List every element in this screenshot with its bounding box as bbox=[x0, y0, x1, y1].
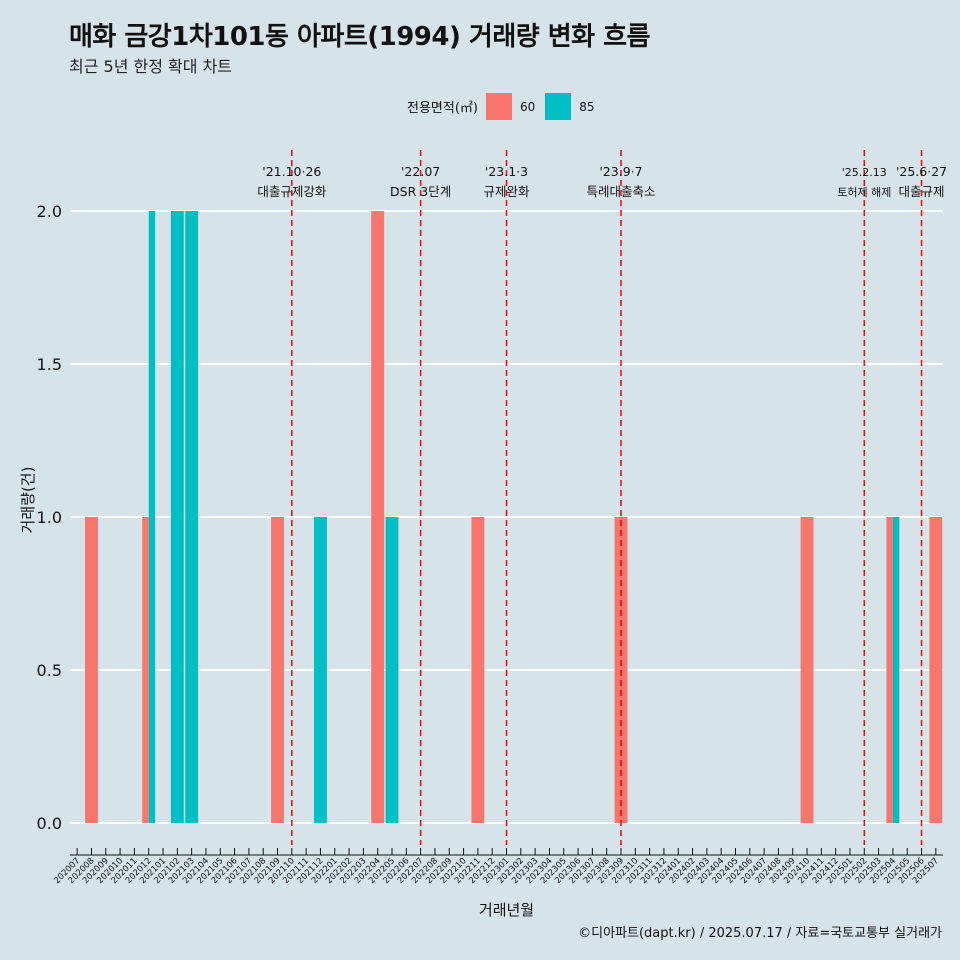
bar-60-202008 bbox=[85, 517, 98, 823]
bar-60-202410 bbox=[800, 517, 814, 823]
bar-60-202504 bbox=[886, 517, 893, 823]
annotation-date: '23.1·3 bbox=[485, 164, 528, 179]
y-tick-label: 0.5 bbox=[37, 661, 62, 680]
legend-label-85: 85 bbox=[579, 99, 595, 114]
bar-60-202012 bbox=[142, 517, 149, 823]
bar-85-202112 bbox=[314, 517, 327, 823]
y-axis-title: 거래량(건) bbox=[19, 467, 37, 534]
bar-85-202103 bbox=[185, 211, 199, 823]
annotation-label: 토허제 해제 bbox=[837, 185, 891, 199]
y-tick-label: 1.5 bbox=[37, 355, 62, 374]
annotation-date: '23.9·7 bbox=[599, 164, 642, 179]
annotation-label: DSR 3단계 bbox=[390, 184, 451, 199]
y-tick-label: 0.0 bbox=[37, 814, 62, 833]
x-axis-title: 거래년월 bbox=[479, 901, 534, 919]
bar-85-202504 bbox=[892, 517, 900, 823]
bar-60-202204 bbox=[371, 211, 385, 823]
annotation-label: 대출규제 bbox=[899, 184, 945, 199]
legend-key-60 bbox=[485, 93, 512, 120]
chart-subtitle: 최근 5년 한정 확대 차트 bbox=[69, 57, 233, 76]
legend-key-85 bbox=[545, 93, 572, 120]
bar-60-202507 bbox=[929, 517, 943, 823]
bar-85-202012 bbox=[148, 211, 156, 823]
bar-60-202109 bbox=[271, 517, 284, 823]
chart-title: 매화 금강1차101동 아파트(1994) 거래량 변화 흐름 bbox=[69, 22, 650, 52]
annotation-label: 대출규제강화 bbox=[257, 184, 327, 199]
legend-title: 전용면적(㎡) bbox=[407, 101, 478, 116]
annotation-date: '25.2.13 bbox=[842, 166, 887, 179]
annotation-date: '21.10·26 bbox=[262, 164, 321, 179]
annotation-label: 특례대출축소 bbox=[586, 184, 655, 199]
y-tick-label: 2.0 bbox=[37, 202, 62, 221]
annotation-label: 규제완화 bbox=[483, 184, 530, 199]
bar-85-202102 bbox=[170, 211, 184, 823]
bar-60-202211 bbox=[471, 517, 485, 823]
source-caption: ©디아파트(dapt.kr) / 2025.07.17 / 자료=국토교통부 실… bbox=[578, 926, 942, 941]
y-tick-label: 1.0 bbox=[37, 508, 62, 527]
legend-label-60: 60 bbox=[519, 99, 536, 114]
annotation-date: '22.07 bbox=[401, 164, 440, 179]
annotation-date: '25.6·27 bbox=[896, 164, 947, 179]
bar-85-202205 bbox=[385, 517, 399, 823]
legend: 전용면적(㎡) 60 85 bbox=[407, 93, 605, 120]
